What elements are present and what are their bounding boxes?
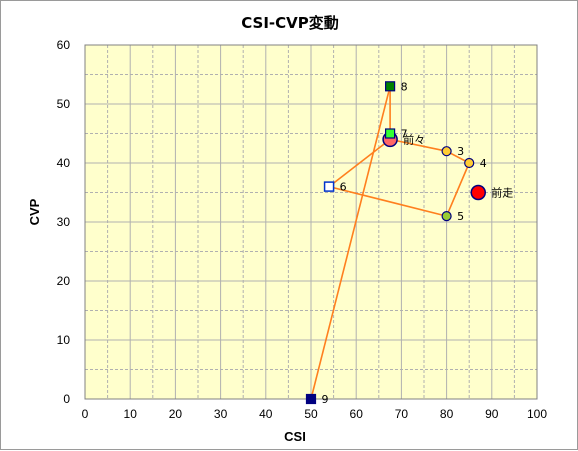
x-tick-label: 0 xyxy=(82,407,89,421)
data-point-label: 3 xyxy=(457,145,464,158)
x-tick-label: 20 xyxy=(169,407,183,421)
point-labels: 前走 前々 3 4 5 6 7 8 9 xyxy=(322,80,514,406)
data-point-label: 5 xyxy=(457,210,464,223)
data-point xyxy=(323,181,335,192)
x-axis: 0 10 20 30 40 50 60 70 80 90 100 xyxy=(82,407,548,421)
data-point-label: 9 xyxy=(322,393,329,406)
data-point xyxy=(305,393,317,405)
x-tick-label: 70 xyxy=(395,407,409,421)
x-axis-label: CSI xyxy=(284,429,306,444)
y-tick-label: 30 xyxy=(57,215,71,229)
data-point xyxy=(385,128,396,139)
data-point xyxy=(441,211,452,222)
data-point-label: 7 xyxy=(401,128,408,141)
data-point xyxy=(441,146,452,157)
series-line-segment xyxy=(328,138,391,188)
series-line-segment xyxy=(445,162,470,217)
data-point-label: 前々 xyxy=(403,132,425,146)
data-point-label: 4 xyxy=(480,157,487,170)
series-line-segment xyxy=(310,86,391,400)
data-point xyxy=(385,81,396,92)
y-tick-label: 20 xyxy=(57,274,71,288)
data-point xyxy=(470,184,486,201)
x-tick-label: 100 xyxy=(527,407,547,421)
x-tick-label: 80 xyxy=(440,407,454,421)
chart-title: CSI-CVP変動 xyxy=(241,14,339,32)
y-tick-label: 50 xyxy=(57,97,71,111)
y-tick-label: 10 xyxy=(57,333,71,347)
y-tick-label: 60 xyxy=(57,38,71,52)
y-tick-label: 40 xyxy=(57,156,71,170)
series-line-segment xyxy=(389,138,447,152)
data-point-label: 8 xyxy=(401,80,408,93)
x-tick-label: 30 xyxy=(214,407,228,421)
y-axis-label: CVP xyxy=(27,198,42,225)
data-point xyxy=(464,157,475,169)
x-tick-label: 10 xyxy=(124,407,138,421)
data-point-label: 前走 xyxy=(491,186,513,200)
x-tick-label: 40 xyxy=(259,407,273,421)
x-tick-label: 50 xyxy=(304,407,318,421)
data-point-label: 6 xyxy=(340,181,347,194)
series-line-segment xyxy=(328,185,447,217)
y-axis: 0 10 20 30 40 50 60 xyxy=(57,38,71,406)
x-tick-label: 60 xyxy=(350,407,364,421)
x-tick-label: 90 xyxy=(485,407,499,421)
markers xyxy=(305,81,486,405)
y-tick-label: 0 xyxy=(63,392,70,406)
